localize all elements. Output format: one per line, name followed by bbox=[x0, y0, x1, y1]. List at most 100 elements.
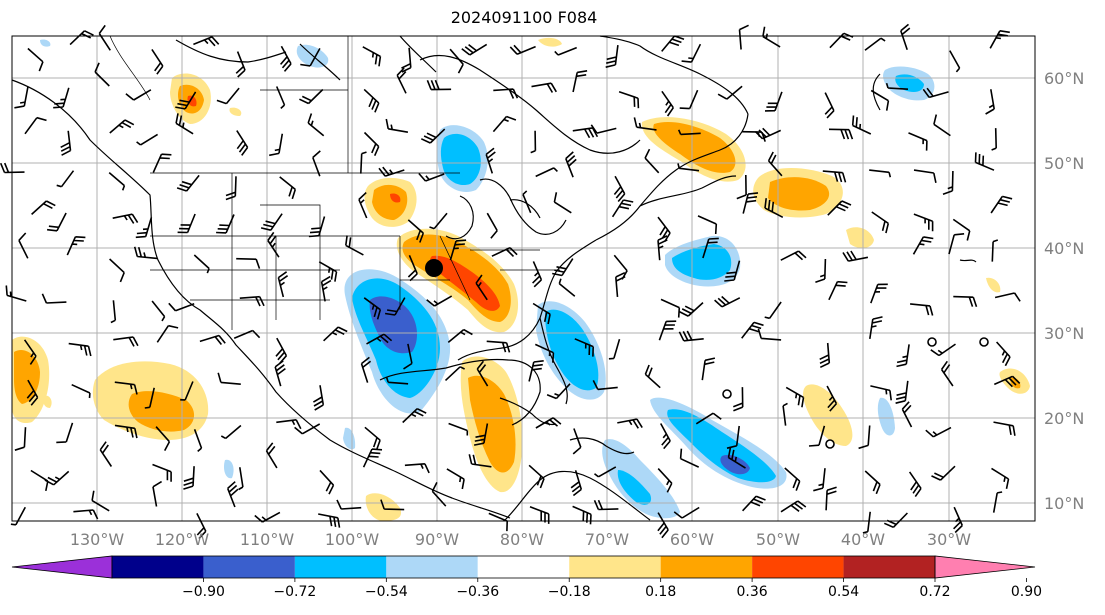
wind-barb bbox=[180, 381, 194, 401]
wind-barb bbox=[677, 129, 701, 136]
wind-barb bbox=[385, 118, 409, 133]
wind-barb bbox=[780, 500, 807, 513]
wind-barb bbox=[618, 91, 640, 109]
longitude-label: 90°W bbox=[415, 530, 459, 549]
wind-barb bbox=[679, 448, 700, 468]
wind-barb bbox=[678, 302, 704, 317]
latitude-label: 40°N bbox=[1044, 239, 1084, 258]
wind-barb bbox=[913, 213, 934, 232]
wind-barb bbox=[993, 375, 1021, 388]
wind-barb bbox=[99, 441, 113, 467]
wind-barb bbox=[446, 468, 465, 490]
colorbar-bin bbox=[752, 556, 844, 578]
wind-barb bbox=[220, 424, 242, 440]
wind-barb bbox=[613, 175, 626, 203]
wind-barb bbox=[695, 412, 722, 425]
wind-barb bbox=[952, 218, 971, 241]
wind-barb bbox=[913, 169, 937, 183]
wind-barb bbox=[109, 119, 135, 134]
wind-barb bbox=[112, 213, 139, 224]
wind-barb bbox=[319, 469, 335, 495]
wind-barb bbox=[870, 89, 890, 111]
wind-barb bbox=[449, 48, 464, 74]
latitude-label: 50°N bbox=[1044, 154, 1084, 173]
wind-barb bbox=[677, 163, 700, 172]
wind-barb bbox=[925, 426, 952, 438]
wind-barb bbox=[108, 171, 126, 191]
wind-barb bbox=[260, 213, 283, 231]
colorbar-tick-label: −0.36 bbox=[456, 584, 499, 600]
wind-barb bbox=[871, 211, 890, 234]
longitude-label: 70°W bbox=[585, 530, 629, 549]
wind-barb bbox=[362, 448, 383, 468]
wind-barb bbox=[697, 215, 718, 235]
wind-barb bbox=[407, 219, 425, 243]
wind-barb bbox=[426, 295, 453, 307]
wind-barb bbox=[992, 491, 1003, 513]
wind-barb bbox=[862, 511, 871, 534]
wind-barb bbox=[294, 423, 321, 435]
wind-barb bbox=[14, 86, 29, 109]
wind-barb bbox=[940, 360, 954, 387]
wind-barb bbox=[44, 470, 70, 486]
colorbar-tick-label: 0.90 bbox=[1011, 584, 1042, 600]
plot-area bbox=[0, 23, 1036, 540]
wind-barb bbox=[345, 235, 364, 256]
wind-barb bbox=[193, 36, 220, 47]
wind-barb bbox=[30, 469, 49, 492]
wind-barb bbox=[429, 212, 448, 230]
colorbar-tick-label: −0.90 bbox=[182, 584, 225, 600]
wind-barb bbox=[819, 342, 831, 369]
wind-barb bbox=[953, 295, 978, 307]
wind-barb bbox=[679, 89, 699, 110]
wind-barb bbox=[41, 293, 67, 304]
wind-barb bbox=[216, 87, 240, 105]
wind-barb bbox=[177, 213, 196, 234]
wind-barb bbox=[754, 127, 782, 140]
wind-barb bbox=[31, 200, 56, 215]
wind-barb bbox=[895, 380, 909, 404]
wind-barb bbox=[431, 482, 447, 507]
wind-barb bbox=[808, 425, 826, 447]
longitude-label: 40°W bbox=[841, 530, 885, 549]
wind-barb bbox=[176, 174, 200, 192]
wind-barb bbox=[933, 114, 951, 137]
wind-barb bbox=[864, 470, 881, 495]
colorbar-tick-label: −0.72 bbox=[273, 584, 316, 600]
wind-barb bbox=[931, 465, 956, 481]
colorbar-min-extension bbox=[11, 555, 113, 579]
wind-barb bbox=[822, 170, 847, 183]
wind-barb bbox=[475, 274, 488, 301]
wind-barb bbox=[23, 339, 37, 365]
wind-barb bbox=[825, 486, 837, 511]
wind-barb bbox=[236, 130, 249, 156]
wind-barb bbox=[133, 246, 158, 260]
longitude-label: 120°W bbox=[155, 530, 210, 549]
latitude-label: 30°N bbox=[1044, 324, 1084, 343]
wind-barb bbox=[858, 425, 871, 450]
wind-barb bbox=[570, 470, 583, 497]
wind-barb bbox=[407, 254, 418, 282]
wind-barb bbox=[267, 231, 280, 258]
wind-barb bbox=[403, 343, 413, 370]
wind-barb bbox=[233, 329, 261, 339]
wind-barb bbox=[320, 275, 332, 302]
wind-barb bbox=[168, 302, 195, 312]
wind-barb bbox=[444, 366, 465, 381]
wind-barb bbox=[741, 321, 764, 339]
wind-barb bbox=[385, 377, 409, 385]
wind-barb bbox=[738, 24, 749, 50]
colorbar-tick-label: −0.54 bbox=[365, 584, 408, 600]
wind-barb bbox=[155, 426, 171, 451]
map-title: 2024091100 F084 bbox=[450, 8, 598, 27]
wind-barb bbox=[461, 43, 488, 56]
wind-barb bbox=[657, 468, 673, 493]
wind-barb bbox=[358, 192, 368, 219]
wind-barb bbox=[617, 418, 643, 429]
wind-barb bbox=[827, 200, 852, 216]
wind-barb bbox=[402, 407, 427, 424]
wind-barb bbox=[448, 422, 469, 436]
wind-barb bbox=[420, 128, 446, 144]
wind-barb bbox=[864, 37, 886, 51]
